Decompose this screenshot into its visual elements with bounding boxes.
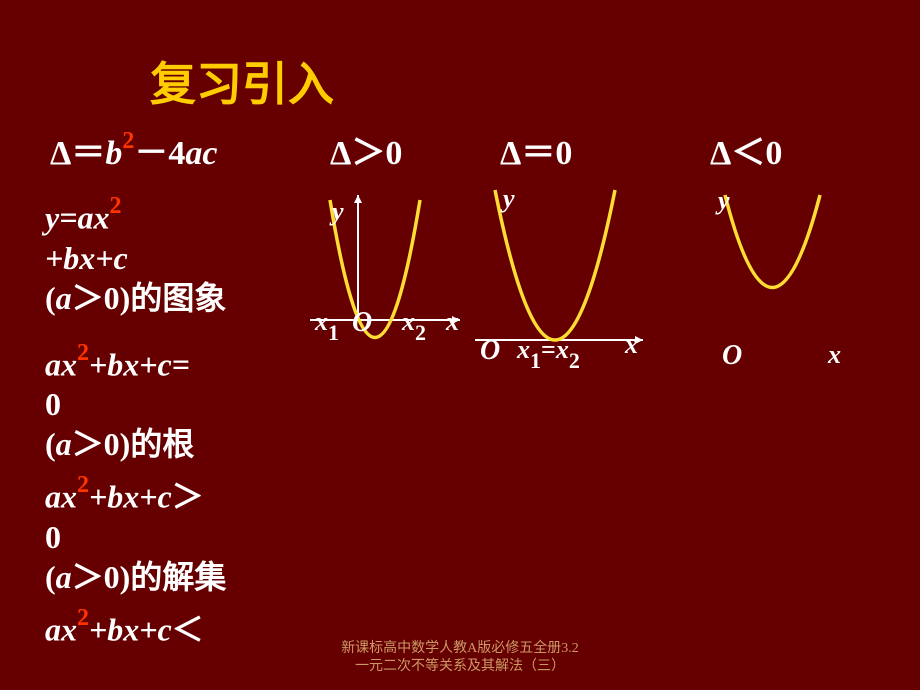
slide-title: 复习引入 <box>150 48 334 114</box>
r2-cn: 的根 <box>130 426 194 462</box>
header-delta-lt0: Δ＜0 <box>710 125 782 174</box>
r4-ax: ax <box>45 612 77 648</box>
graph3-x-label: x <box>828 340 841 370</box>
r3-a0: (a＞0) <box>45 559 130 595</box>
r3-ax: ax <box>45 479 77 515</box>
r1-cn: 的图象 <box>130 280 226 316</box>
slide-footer: 新课标高中数学人教A版必修五全册3.2 一元二次不等关系及其解法（三） <box>260 640 660 676</box>
graph1-x-label: x <box>446 307 459 337</box>
graph2-x1x2-label: x1=x2 <box>517 335 580 370</box>
header-delta-gt0: Δ＞0 <box>330 125 402 174</box>
header-discriminant: Δ＝b2－4ac <box>50 125 217 174</box>
r2-bxc: +bx+c= <box>89 346 190 382</box>
graph3-parabola <box>725 195 820 288</box>
row-gt0-label: ax2+bx+c＞ 0 (a＞0)的解集 <box>45 474 295 597</box>
r2-ax: ax <box>45 346 77 382</box>
graph1-y-label: y <box>332 197 344 227</box>
header-delta-eq0: Δ＝0 <box>500 125 572 174</box>
graph-tangent: y O x1=x2 x <box>475 180 645 370</box>
row-graph-label: y=ax2 +bx+c (a＞0)的图象 <box>45 195 295 318</box>
r2-a0: (a＞0) <box>45 426 130 462</box>
row-labels-column: y=ax2 +bx+c (a＞0)的图象 ax2+bx+c= 0 (a＞0)的根… <box>45 195 295 650</box>
graph3-y-label: y <box>718 186 730 216</box>
footer-line1: 新课标高中数学人教A版必修五全册3.2 <box>260 640 660 658</box>
eq-sym: ＝ <box>71 135 105 172</box>
delta-sym: Δ <box>50 135 71 172</box>
graph-no-roots: y O x <box>700 180 860 370</box>
r1-bxc: +bx+c <box>45 240 128 276</box>
graph2-origin: O <box>480 335 500 367</box>
r1-prefix: y=ax <box>45 200 109 236</box>
graph1-y-arrow <box>354 195 362 203</box>
row-roots-label: ax2+bx+c= 0 (a＞0)的根 <box>45 342 295 465</box>
graph2-y-label: y <box>503 184 515 214</box>
graph3-origin: O <box>722 340 742 372</box>
graph2-x-label: x <box>625 330 638 360</box>
r2-zero: 0 <box>45 386 61 422</box>
minus-sym: － <box>134 135 168 172</box>
r1-a0: (a＞0) <box>45 280 130 316</box>
graph1-x1-label: x1 <box>315 307 339 342</box>
r3-zero: 0 <box>45 519 61 555</box>
graph1-x2-label: x2 <box>402 307 426 342</box>
r3-cn: 的解集 <box>130 559 226 595</box>
graph-two-roots: y O x1 x2 x <box>310 185 470 375</box>
graph1-origin: O <box>352 307 372 339</box>
footer-line2: 一元二次不等关系及其解法（三） <box>260 658 660 676</box>
row-lt0-label: ax2+bx+c＜ <box>45 607 295 650</box>
